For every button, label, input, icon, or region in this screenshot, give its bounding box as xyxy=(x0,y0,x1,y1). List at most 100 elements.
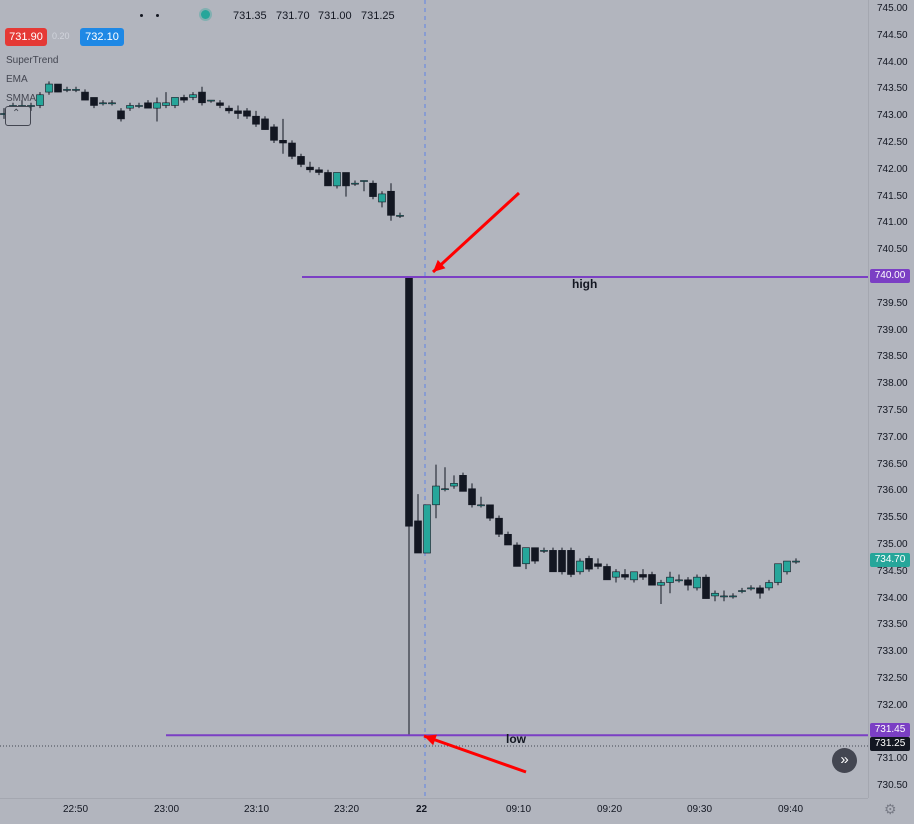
price-tick-label: 739.50 xyxy=(877,298,908,309)
candle-up xyxy=(172,97,179,105)
candle-up xyxy=(127,105,134,108)
market-status-icon xyxy=(201,10,210,19)
price-tick-label: 745.00 xyxy=(877,3,908,14)
time-tick-label: 09:40 xyxy=(778,804,803,815)
indicator-smma[interactable]: SMMA xyxy=(6,93,36,104)
price-tick-label: 737.50 xyxy=(877,405,908,416)
price-tick-label: 742.00 xyxy=(877,164,908,175)
indicator-supertrend[interactable]: SuperTrend xyxy=(6,55,58,66)
candle-down xyxy=(550,550,557,571)
double-chevron-right-icon: » xyxy=(840,751,848,768)
indicator-ema[interactable]: EMA xyxy=(6,74,28,85)
candle-down xyxy=(514,545,521,566)
candle-down xyxy=(640,574,647,577)
price-tick-label: 740.50 xyxy=(877,244,908,255)
candle-up xyxy=(442,489,449,490)
price-tick-label: 732.00 xyxy=(877,700,908,711)
gear-icon[interactable]: ⚙ xyxy=(884,801,897,818)
candle-up xyxy=(667,577,674,582)
time-axis[interactable]: 22:50 23:00 23:10 23:20 22 09:10 09:20 09:30 09:… xyxy=(0,798,868,824)
price-tick-label: 741.00 xyxy=(877,217,908,228)
candle-down xyxy=(325,172,332,185)
candle-down xyxy=(217,103,224,106)
candle-up xyxy=(712,593,719,596)
candle-up xyxy=(631,572,638,580)
time-tick-label: 09:30 xyxy=(687,804,712,815)
spread-value: 0.20 xyxy=(52,31,70,41)
candle-up xyxy=(793,561,800,562)
high-annotation: high xyxy=(572,277,597,291)
arrow-to-low-head xyxy=(424,735,437,746)
price-tick-label: 738.00 xyxy=(877,378,908,389)
price-tick-label: 732.50 xyxy=(877,673,908,684)
candle-down xyxy=(505,534,512,545)
price-tick-label: 733.00 xyxy=(877,646,908,657)
candle-up xyxy=(100,103,107,104)
candle-down xyxy=(307,167,314,170)
time-tick-label: 22:50 xyxy=(63,804,88,815)
candle-up xyxy=(523,548,530,564)
crosshair-price-badge: 731.25 xyxy=(870,737,910,751)
candle-up xyxy=(676,580,683,581)
candle-up xyxy=(613,572,620,577)
candle-up xyxy=(46,84,53,92)
price-tick-label: 737.00 xyxy=(877,432,908,443)
price-tick-label: 730.50 xyxy=(877,780,908,791)
candle-up xyxy=(190,95,197,98)
ohlc-close: 731.25 xyxy=(361,10,395,22)
candle-down xyxy=(757,588,764,593)
candle-down xyxy=(235,111,242,114)
candle-up xyxy=(784,561,791,572)
candle-down xyxy=(568,550,575,574)
candle-down xyxy=(586,558,593,569)
candle-down xyxy=(289,143,296,156)
price-tick-label: 734.00 xyxy=(877,593,908,604)
low-price-badge: 731.45 xyxy=(870,723,910,737)
candle-up xyxy=(397,215,404,216)
candle-down xyxy=(532,548,539,561)
candle-down xyxy=(649,574,656,585)
candle-down xyxy=(370,183,377,196)
buy-button[interactable]: 732.10 xyxy=(80,28,124,46)
price-chart-canvas[interactable] xyxy=(0,0,868,798)
candle-down xyxy=(226,108,233,111)
candle-up xyxy=(379,194,386,202)
candle-up xyxy=(721,596,728,597)
candle-down xyxy=(559,550,566,571)
time-tick-label: 23:10 xyxy=(244,804,269,815)
candle-up xyxy=(136,105,143,106)
sell-button[interactable]: 731.90 xyxy=(5,28,47,46)
last-price-badge: 734.70 xyxy=(870,553,910,567)
time-tick-label: 23:20 xyxy=(334,804,359,815)
time-tick-label: 09:20 xyxy=(597,804,622,815)
price-tick-label: 744.50 xyxy=(877,30,908,41)
chevron-up-icon: ⌃ xyxy=(12,108,20,119)
candle-down xyxy=(388,191,395,215)
price-axis[interactable]: 745.00 744.50 744.00 743.50 743.00 742.50 742.… xyxy=(868,0,914,798)
candle-down xyxy=(703,577,710,598)
candle-down xyxy=(604,566,611,579)
candle-down xyxy=(55,84,62,92)
candle-up xyxy=(352,183,359,184)
candle-down xyxy=(406,277,413,526)
scroll-to-realtime-button[interactable]: » xyxy=(832,748,857,773)
candle-down xyxy=(181,97,188,100)
candle-up xyxy=(775,564,782,583)
time-tick-label: 22 xyxy=(416,804,427,815)
candle-up xyxy=(694,577,701,588)
candle-down xyxy=(244,111,251,116)
price-tick-label: 744.00 xyxy=(877,57,908,68)
candle-up xyxy=(541,550,548,551)
candle-up xyxy=(451,483,458,486)
price-tick-label: 743.00 xyxy=(877,110,908,121)
candle-up xyxy=(64,89,71,90)
candle-up xyxy=(433,486,440,505)
legend-dot xyxy=(140,14,143,17)
candle-down xyxy=(496,518,503,534)
candle-up xyxy=(478,505,485,506)
candle-down xyxy=(91,97,98,105)
candle-down xyxy=(415,521,422,553)
legend-collapse-button[interactable]: ⌃ xyxy=(5,106,31,126)
candle-down xyxy=(298,156,305,164)
